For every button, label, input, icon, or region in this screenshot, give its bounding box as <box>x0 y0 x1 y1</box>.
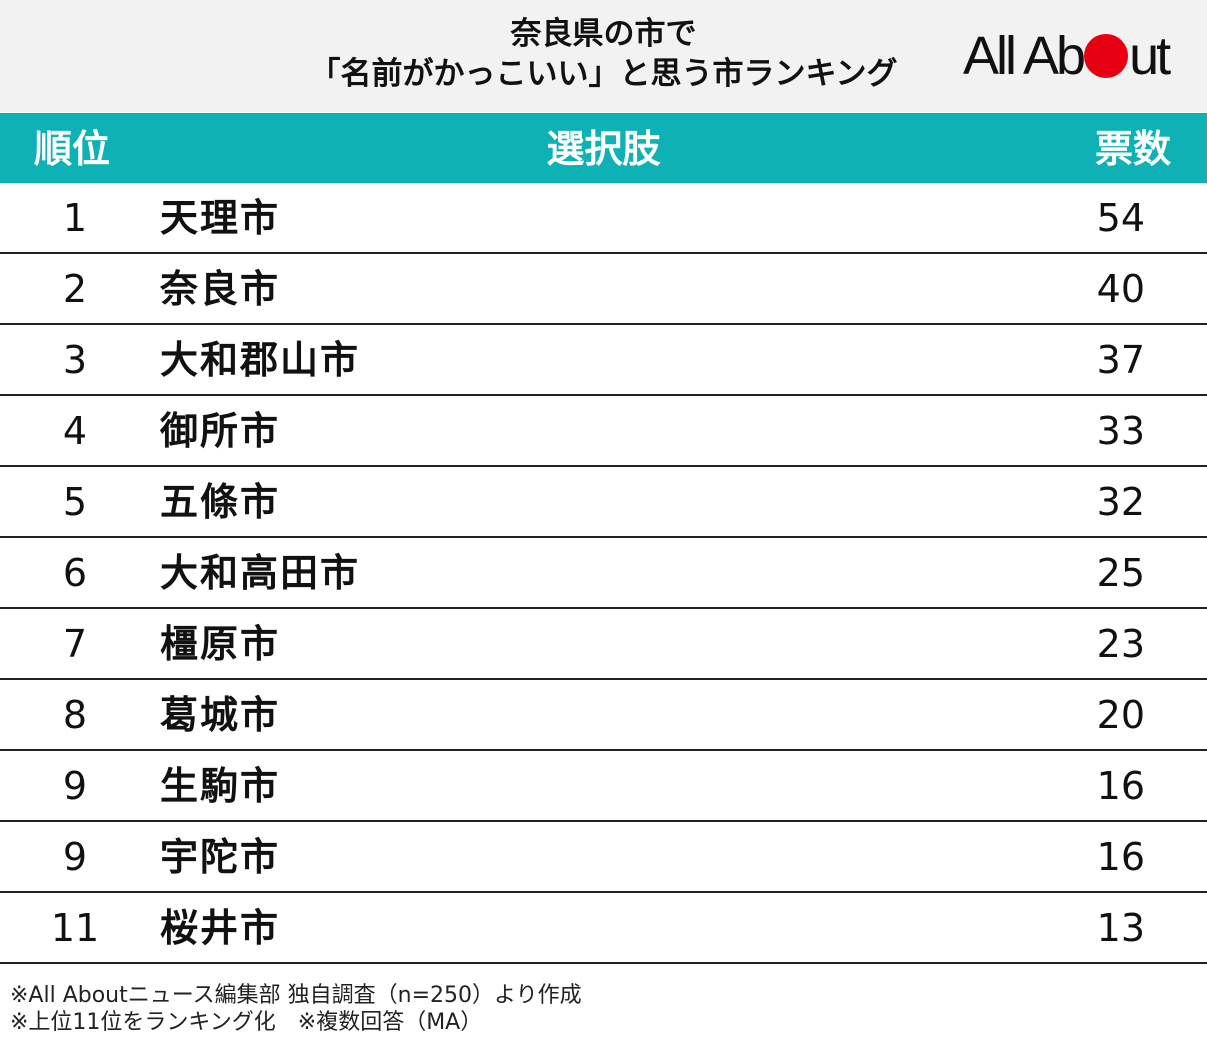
row-rank: 11 <box>50 906 100 950</box>
ranking-table-body: 1 天理市 54 2 奈良市 40 3 大和郡山市 37 4 御所市 33 5 五條市 32 6 大和高田市 25… <box>0 183 1207 964</box>
table-row: 9 宇陀市 16 <box>0 822 1207 893</box>
row-rank: 2 <box>62 267 88 311</box>
table-row: 11 桜井市 13 <box>0 893 1207 964</box>
footnote-source: ※All Aboutニュース編集部 独自調査（n=250）より作成 <box>10 983 582 1008</box>
title-line-2: 「名前がかっこいい」と思う市ランキング <box>309 56 898 92</box>
footnote-method: ※上位11位をランキング化 ※複数回答（MA） <box>10 1010 483 1035</box>
row-rank: 6 <box>62 551 88 595</box>
row-rank: 1 <box>62 196 88 240</box>
row-votes: 16 <box>1096 764 1145 808</box>
table-row: 9 生駒市 16 <box>0 751 1207 822</box>
row-city-name: 宇陀市 <box>160 835 281 879</box>
row-votes: 20 <box>1096 693 1145 737</box>
footnotes: ※All Aboutニュース編集部 独自調査（n=250）より作成 ※上位11位… <box>10 982 582 1036</box>
all-about-logo: All Ab ut <box>963 26 1171 86</box>
logo-red-circle-icon <box>1084 34 1129 78</box>
row-votes: 40 <box>1096 267 1145 311</box>
row-city-name: 大和高田市 <box>160 551 361 595</box>
row-rank: 4 <box>62 409 88 453</box>
row-votes: 54 <box>1096 196 1145 240</box>
table-row: 6 大和高田市 25 <box>0 538 1207 609</box>
row-rank: 9 <box>62 764 88 808</box>
table-row: 2 奈良市 40 <box>0 254 1207 325</box>
table-header: 順位 選択肢 票数 <box>0 113 1207 183</box>
row-city-name: 天理市 <box>160 196 281 240</box>
row-votes: 33 <box>1096 409 1145 453</box>
row-city-name: 大和郡山市 <box>160 338 361 382</box>
row-city-name: 御所市 <box>160 409 281 453</box>
column-header-votes: 票数 <box>1094 127 1171 171</box>
row-votes: 16 <box>1096 835 1145 879</box>
row-city-name: 葛城市 <box>160 693 281 737</box>
table-row: 4 御所市 33 <box>0 396 1207 467</box>
row-votes: 25 <box>1096 551 1145 595</box>
row-city-name: 桜井市 <box>160 906 281 950</box>
row-votes: 37 <box>1096 338 1145 382</box>
page-title: 奈良県の市で 「名前がかっこいい」と思う市ランキング <box>0 14 1207 94</box>
table-row: 5 五條市 32 <box>0 467 1207 538</box>
row-rank: 8 <box>62 693 88 737</box>
row-city-name: 橿原市 <box>160 622 281 666</box>
logo-text-end: ut <box>1129 26 1171 86</box>
row-city-name: 生駒市 <box>160 764 281 808</box>
table-row: 7 橿原市 23 <box>0 609 1207 680</box>
logo-text-start: All Ab <box>963 26 1086 86</box>
row-votes: 23 <box>1096 622 1145 666</box>
table-row: 3 大和郡山市 37 <box>0 325 1207 396</box>
column-header-choice: 選択肢 <box>546 127 661 171</box>
row-rank: 7 <box>62 622 88 666</box>
row-city-name: 五條市 <box>160 480 281 524</box>
row-city-name: 奈良市 <box>160 267 281 311</box>
row-votes: 13 <box>1096 906 1145 950</box>
row-rank: 9 <box>62 835 88 879</box>
column-header-rank: 順位 <box>34 127 111 171</box>
title-banner: 奈良県の市で 「名前がかっこいい」と思う市ランキング All Ab ut <box>0 0 1207 112</box>
row-rank: 3 <box>62 338 88 382</box>
row-votes: 32 <box>1096 480 1145 524</box>
table-row: 1 天理市 54 <box>0 183 1207 254</box>
title-line-1: 奈良県の市で <box>510 16 697 52</box>
table-row: 8 葛城市 20 <box>0 680 1207 751</box>
row-rank: 5 <box>62 480 88 524</box>
